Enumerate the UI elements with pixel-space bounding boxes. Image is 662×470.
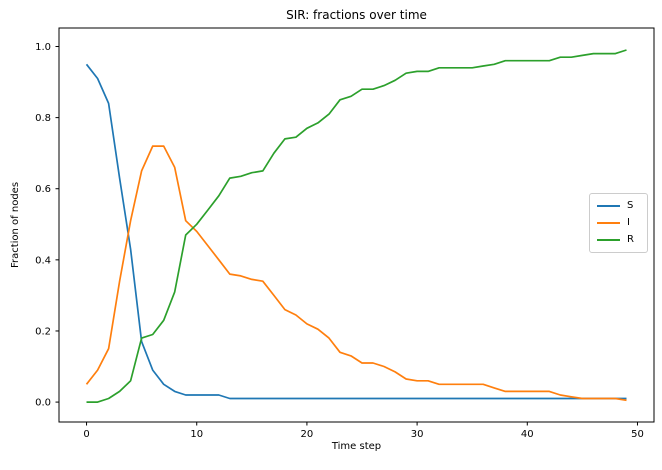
series-line-r	[86, 49, 627, 403]
series-line-s	[85, 63, 627, 400]
x-axis-label: Time step	[331, 441, 382, 452]
legend-line-swatch-r	[597, 238, 620, 241]
legend: S I R	[589, 193, 648, 253]
chart-title: SIR: fractions over time	[286, 8, 427, 22]
x-tick-label: 20	[301, 429, 314, 440]
legend-item-r: R	[597, 233, 640, 245]
x-tick-label: 30	[411, 429, 424, 440]
y-tick-label: 0.8	[35, 113, 51, 124]
legend-label-s: S	[627, 200, 634, 212]
x-tick-label: 0	[83, 429, 89, 440]
legend-item-s: S	[597, 201, 640, 211]
x-tick-label: 40	[521, 429, 534, 440]
y-tick-label: 0.6	[35, 184, 51, 195]
y-tick-label: 0.0	[35, 398, 51, 409]
x-tick-label: 50	[631, 429, 644, 440]
y-tick-label: 0.2	[35, 326, 51, 337]
series-line-i	[85, 145, 627, 402]
axes-frame	[58, 27, 655, 423]
legend-line-swatch-s	[597, 205, 620, 208]
y-tick-label: 1.0	[35, 42, 51, 53]
x-tick-label: 10	[190, 429, 203, 440]
legend-label-r: R	[627, 233, 634, 245]
y-tick-label: 0.4	[35, 255, 51, 266]
legend-item-i: I	[597, 216, 640, 228]
legend-label-i: I	[627, 216, 630, 228]
legend-line-swatch-i	[597, 221, 620, 224]
